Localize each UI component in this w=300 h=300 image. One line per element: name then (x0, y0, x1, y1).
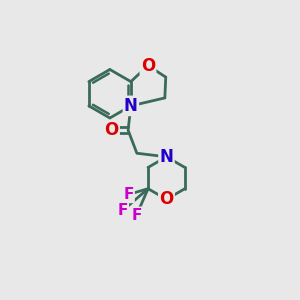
Text: N: N (160, 148, 173, 166)
Text: O: O (159, 190, 174, 208)
Text: F: F (123, 187, 134, 202)
Text: F: F (131, 208, 142, 223)
Text: O: O (104, 121, 118, 139)
Text: O: O (141, 57, 155, 75)
Text: N: N (124, 97, 138, 115)
Text: F: F (118, 203, 128, 218)
